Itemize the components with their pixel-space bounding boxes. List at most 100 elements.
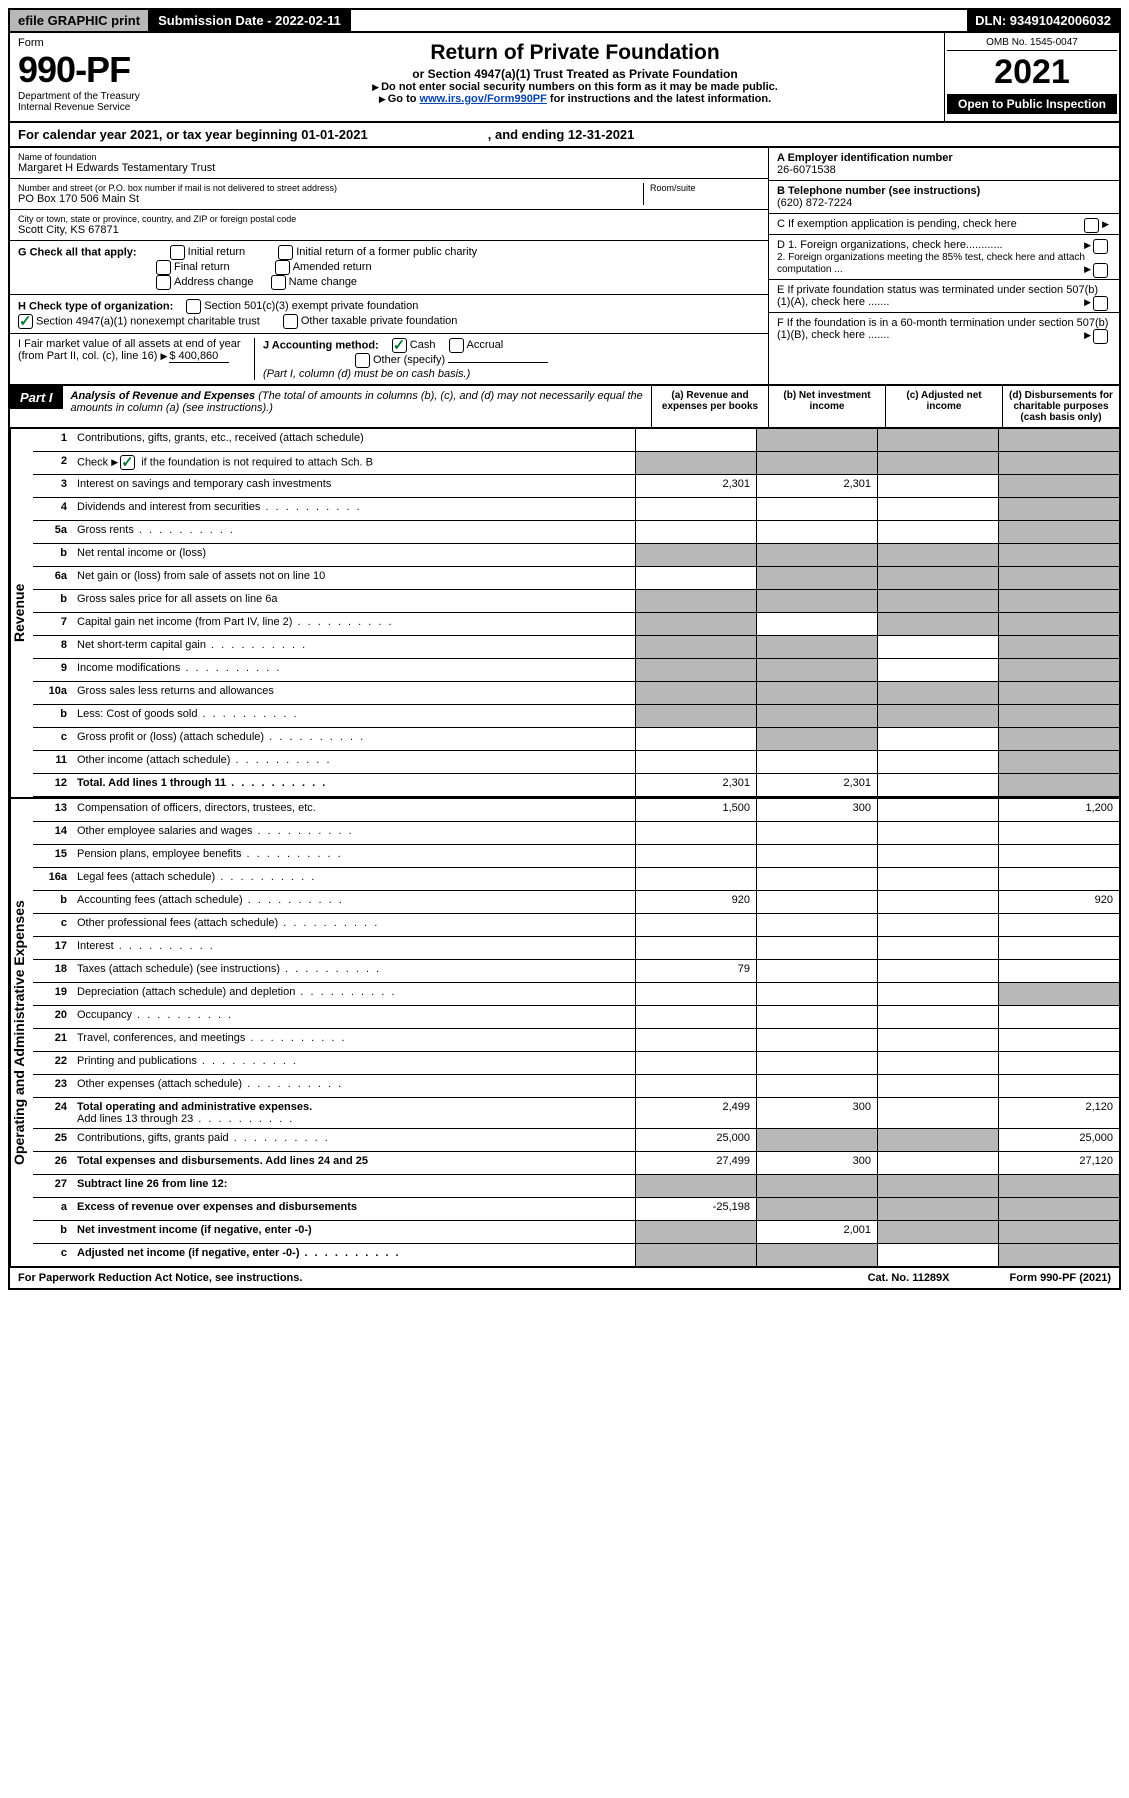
table-row: 27Subtract line 26 from line 12:	[33, 1175, 1119, 1198]
section-g: G Check all that apply: Initial return I…	[10, 241, 768, 295]
top-bar: efile GRAPHIC print Submission Date - 20…	[8, 8, 1121, 33]
open-inspection: Open to Public Inspection	[947, 94, 1117, 114]
table-row: 11Other income (attach schedule)	[33, 751, 1119, 774]
table-row: 26Total expenses and disbursements. Add …	[33, 1152, 1119, 1175]
table-row: aExcess of revenue over expenses and dis…	[33, 1198, 1119, 1221]
checkbox-amended[interactable]	[275, 260, 290, 275]
col-d-header: (d) Disbursements for charitable purpose…	[1002, 386, 1119, 427]
table-row: 7Capital gain net income (from Part IV, …	[33, 613, 1119, 636]
checkbox-d1[interactable]	[1093, 239, 1108, 254]
part-1-header: Part I Analysis of Revenue and Expenses …	[8, 386, 1121, 429]
expenses-table: Operating and Administrative Expenses 13…	[8, 799, 1121, 1268]
form-label: Form	[18, 37, 198, 49]
efile-print-button[interactable]: efile GRAPHIC print	[10, 10, 150, 31]
header-info: Name of foundation Margaret H Edwards Te…	[8, 148, 1121, 386]
page-footer: For Paperwork Reduction Act Notice, see …	[8, 1268, 1121, 1290]
table-row: 10aGross sales less returns and allowanc…	[33, 682, 1119, 705]
checkbox-accrual[interactable]	[449, 338, 464, 353]
paperwork-notice: For Paperwork Reduction Act Notice, see …	[18, 1272, 302, 1284]
table-row: 1Contributions, gifts, grants, etc., rec…	[33, 429, 1119, 452]
checkbox-cash[interactable]	[392, 338, 407, 353]
table-row: 12Total. Add lines 1 through 112,3012,30…	[33, 774, 1119, 797]
form-title: Return of Private Foundation	[212, 41, 938, 65]
checkbox-4947[interactable]	[18, 314, 33, 329]
dln: DLN: 93491042006032	[967, 10, 1119, 31]
table-row: cOther professional fees (attach schedul…	[33, 914, 1119, 937]
section-c: C If exemption application is pending, c…	[769, 214, 1119, 235]
section-i-j: I Fair market value of all assets at end…	[10, 334, 768, 384]
table-row: 21Travel, conferences, and meetings	[33, 1029, 1119, 1052]
year-box: OMB No. 1545-0047 2021 Open to Public In…	[944, 33, 1121, 123]
table-row: 22Printing and publications	[33, 1052, 1119, 1075]
table-row: 9Income modifications	[33, 659, 1119, 682]
table-row: 20Occupancy	[33, 1006, 1119, 1029]
foundation-name-cell: Name of foundation Margaret H Edwards Te…	[10, 148, 768, 179]
section-d: D 1. Foreign organizations, check here..…	[769, 235, 1119, 280]
table-row: 23Other expenses (attach schedule)	[33, 1075, 1119, 1098]
ein-cell: A Employer identification number26-60715…	[769, 148, 1119, 181]
section-e: E If private foundation status was termi…	[769, 280, 1119, 313]
table-row: bAccounting fees (attach schedule)920920	[33, 891, 1119, 914]
checkbox-initial[interactable]	[170, 245, 185, 260]
table-row: 3Interest on savings and temporary cash …	[33, 475, 1119, 498]
table-row: 2Check if the foundation is not required…	[33, 452, 1119, 475]
irs: Internal Revenue Service	[18, 102, 198, 113]
opex-label: Operating and Administrative Expenses	[10, 799, 33, 1266]
cat-number: Cat. No. 11289X	[868, 1272, 950, 1284]
calendar-year-line: For calendar year 2021, or tax year begi…	[8, 123, 1121, 148]
table-row: 14Other employee salaries and wages	[33, 822, 1119, 845]
city-cell: City or town, state or province, country…	[10, 210, 768, 241]
table-row: 15Pension plans, employee benefits	[33, 845, 1119, 868]
checkbox-address[interactable]	[156, 275, 171, 290]
table-row: 25Contributions, gifts, grants paid25,00…	[33, 1129, 1119, 1152]
table-row: 19Depreciation (attach schedule) and dep…	[33, 983, 1119, 1006]
table-row: bGross sales price for all assets on lin…	[33, 590, 1119, 613]
form-subtitle: or Section 4947(a)(1) Trust Treated as P…	[212, 67, 938, 81]
table-row: bLess: Cost of goods sold	[33, 705, 1119, 728]
section-h: H Check type of organization: Section 50…	[10, 295, 768, 334]
part-tag: Part I	[10, 386, 63, 409]
omb-number: OMB No. 1545-0047	[947, 35, 1117, 51]
checkbox-final[interactable]	[156, 260, 171, 275]
form-number: 990-PF	[18, 49, 198, 91]
col-b-header: (b) Net investment income	[768, 386, 885, 427]
table-row: 13Compensation of officers, directors, t…	[33, 799, 1119, 822]
revenue-table: Revenue 1Contributions, gifts, grants, e…	[8, 429, 1121, 799]
table-row: 5aGross rents	[33, 521, 1119, 544]
table-row: cGross profit or (loss) (attach schedule…	[33, 728, 1119, 751]
form-number-block: Form 990-PF Department of the Treasury I…	[8, 33, 206, 123]
address-cell: Number and street (or P.O. box number if…	[10, 179, 768, 210]
checkbox-schb[interactable]	[120, 455, 135, 470]
table-row: 6aNet gain or (loss) from sale of assets…	[33, 567, 1119, 590]
tel-cell: B Telephone number (see instructions)(62…	[769, 181, 1119, 214]
table-row: 4Dividends and interest from securities	[33, 498, 1119, 521]
revenue-label: Revenue	[10, 429, 33, 797]
checkbox-other-taxable[interactable]	[283, 314, 298, 329]
table-row: 18Taxes (attach schedule) (see instructi…	[33, 960, 1119, 983]
checkbox-c[interactable]	[1084, 218, 1099, 233]
checkbox-e[interactable]	[1093, 296, 1108, 311]
table-row: cAdjusted net income (if negative, enter…	[33, 1244, 1119, 1266]
table-row: bNet investment income (if negative, ent…	[33, 1221, 1119, 1244]
note-2: Go to www.irs.gov/Form990PF for instruct…	[212, 93, 938, 105]
checkbox-other-method[interactable]	[355, 353, 370, 368]
dept: Department of the Treasury	[18, 91, 198, 102]
checkbox-name[interactable]	[271, 275, 286, 290]
checkbox-d2[interactable]	[1093, 263, 1108, 278]
note-1: Do not enter social security numbers on …	[212, 81, 938, 93]
checkbox-f[interactable]	[1093, 329, 1108, 344]
table-row: 8Net short-term capital gain	[33, 636, 1119, 659]
col-a-header: (a) Revenue and expenses per books	[651, 386, 768, 427]
tax-year: 2021	[947, 51, 1117, 94]
form-title-block: Return of Private Foundation or Section …	[206, 33, 944, 123]
col-c-header: (c) Adjusted net income	[885, 386, 1002, 427]
table-row: bNet rental income or (loss)	[33, 544, 1119, 567]
form-link[interactable]: www.irs.gov/Form990PF	[420, 93, 547, 105]
submission-date: Submission Date - 2022-02-11	[150, 10, 351, 31]
section-f: F If the foundation is in a 60-month ter…	[769, 313, 1119, 345]
form-ref: Form 990-PF (2021)	[1010, 1272, 1111, 1284]
checkbox-501c3[interactable]	[186, 299, 201, 314]
table-row: 17Interest	[33, 937, 1119, 960]
checkbox-initial-former[interactable]	[278, 245, 293, 260]
table-row: 24Total operating and administrative exp…	[33, 1098, 1119, 1129]
